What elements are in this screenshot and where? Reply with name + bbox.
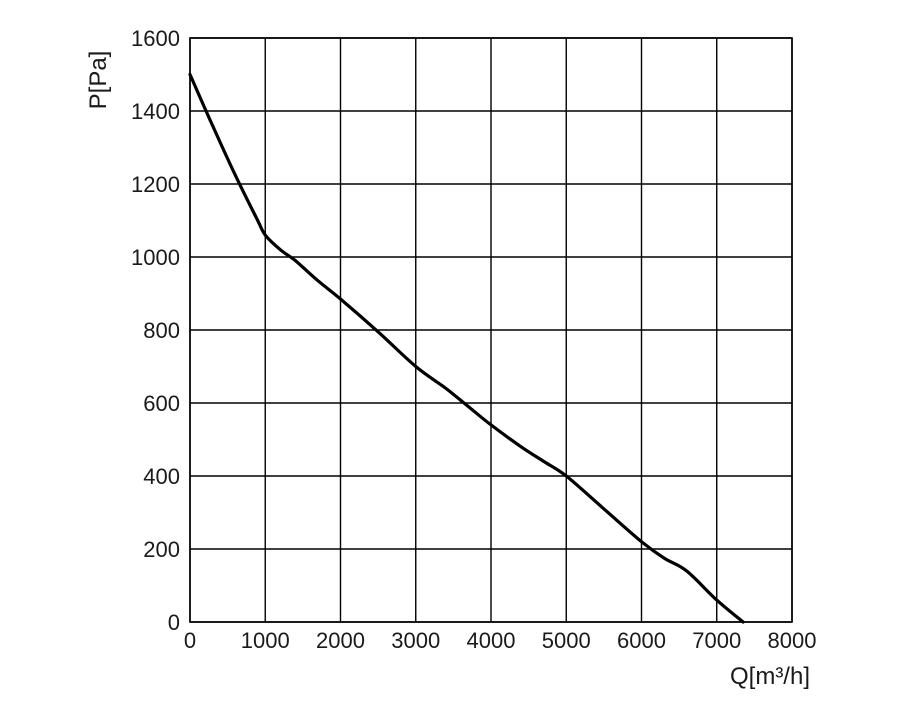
x-tick-label: 2000 (316, 628, 365, 653)
y-tick-label: 600 (143, 391, 180, 416)
y-tick-labels: 0 200 400 600 800 1000 1200 1400 1600 (131, 26, 180, 635)
y-tick-label: 0 (168, 610, 180, 635)
y-tick-label: 200 (143, 537, 180, 562)
y-tick-label: 1400 (131, 99, 180, 124)
y-tick-label: 1600 (131, 26, 180, 51)
y-axis-title: P[Pa] (85, 51, 112, 110)
y-tick-label: 1200 (131, 172, 180, 197)
x-tick-label: 1000 (241, 628, 290, 653)
plot-frame (189, 37, 793, 623)
x-tick-label: 4000 (467, 628, 516, 653)
x-tick-label: 8000 (768, 628, 817, 653)
x-tick-label: 0 (184, 628, 196, 653)
x-tick-label: 5000 (542, 628, 591, 653)
series-line (188, 72, 745, 624)
grid (189, 37, 793, 623)
x-tick-labels: 0 1000 2000 3000 4000 5000 6000 7000 8000 (184, 628, 817, 653)
y-tick-label: 400 (143, 464, 180, 489)
y-tick-label: 1000 (131, 245, 180, 270)
x-axis-title: Q[m³/h] (730, 663, 810, 690)
x-tick-label: 6000 (617, 628, 666, 653)
series-group (188, 72, 745, 624)
x-tick-label: 3000 (391, 628, 440, 653)
y-tick-label: 800 (143, 318, 180, 343)
x-tick-label: 7000 (692, 628, 741, 653)
